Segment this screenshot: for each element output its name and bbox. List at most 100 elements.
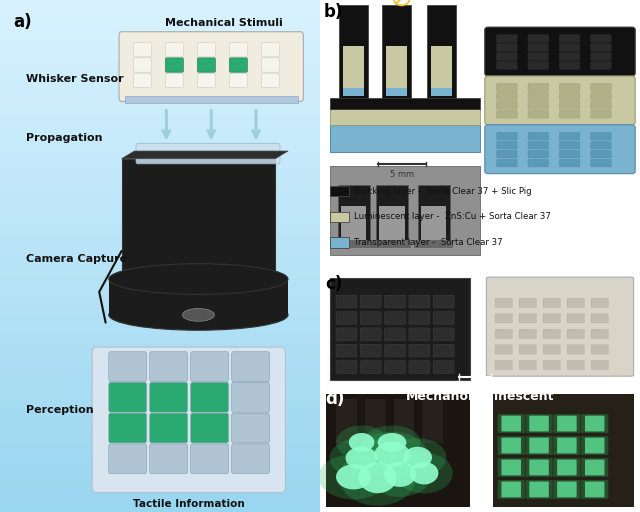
Text: d): d) xyxy=(325,390,344,409)
FancyBboxPatch shape xyxy=(591,61,611,69)
Bar xyxy=(330,125,480,152)
FancyBboxPatch shape xyxy=(528,159,548,167)
FancyBboxPatch shape xyxy=(559,44,580,51)
Bar xyxy=(326,394,470,507)
FancyBboxPatch shape xyxy=(559,53,580,60)
FancyBboxPatch shape xyxy=(591,159,611,167)
Text: Blocking layer -  Sorta Clear 37 + Slic Pig: Blocking layer - Sorta Clear 37 + Slic P… xyxy=(354,186,531,196)
FancyBboxPatch shape xyxy=(336,344,357,357)
FancyBboxPatch shape xyxy=(528,61,548,69)
FancyBboxPatch shape xyxy=(197,73,215,88)
FancyBboxPatch shape xyxy=(497,111,517,118)
Bar xyxy=(334,240,372,248)
FancyBboxPatch shape xyxy=(230,73,248,88)
Bar xyxy=(421,206,447,242)
FancyBboxPatch shape xyxy=(502,438,521,454)
Bar xyxy=(493,394,634,507)
FancyBboxPatch shape xyxy=(495,298,513,307)
FancyBboxPatch shape xyxy=(385,360,406,373)
FancyBboxPatch shape xyxy=(232,444,269,474)
FancyBboxPatch shape xyxy=(495,314,513,323)
FancyBboxPatch shape xyxy=(134,58,151,72)
FancyBboxPatch shape xyxy=(528,133,548,140)
FancyBboxPatch shape xyxy=(585,416,605,432)
FancyBboxPatch shape xyxy=(528,141,548,149)
FancyBboxPatch shape xyxy=(497,133,517,140)
FancyBboxPatch shape xyxy=(567,298,584,307)
FancyBboxPatch shape xyxy=(559,159,580,167)
Bar xyxy=(330,211,349,222)
FancyBboxPatch shape xyxy=(502,460,521,475)
FancyBboxPatch shape xyxy=(360,344,381,357)
Ellipse shape xyxy=(182,308,214,322)
FancyBboxPatch shape xyxy=(543,345,561,354)
Bar xyxy=(394,399,415,443)
Bar xyxy=(343,46,364,92)
FancyBboxPatch shape xyxy=(385,295,406,308)
FancyBboxPatch shape xyxy=(262,58,280,72)
FancyBboxPatch shape xyxy=(567,360,584,370)
FancyBboxPatch shape xyxy=(136,143,280,164)
FancyBboxPatch shape xyxy=(591,329,609,338)
Bar xyxy=(341,206,367,242)
Bar xyxy=(418,184,450,244)
FancyBboxPatch shape xyxy=(528,35,548,42)
FancyBboxPatch shape xyxy=(591,53,611,60)
FancyBboxPatch shape xyxy=(567,314,584,323)
FancyBboxPatch shape xyxy=(525,458,553,477)
Ellipse shape xyxy=(368,452,432,497)
Polygon shape xyxy=(122,151,288,159)
FancyBboxPatch shape xyxy=(528,44,548,51)
FancyBboxPatch shape xyxy=(591,133,611,140)
Bar xyxy=(330,279,470,380)
FancyBboxPatch shape xyxy=(581,480,608,499)
Text: b): b) xyxy=(323,3,342,20)
FancyBboxPatch shape xyxy=(232,382,269,412)
FancyBboxPatch shape xyxy=(581,458,608,477)
Bar xyxy=(431,88,452,96)
Bar xyxy=(376,184,408,244)
FancyBboxPatch shape xyxy=(109,413,147,443)
FancyBboxPatch shape xyxy=(559,83,580,91)
FancyBboxPatch shape xyxy=(553,414,580,433)
FancyBboxPatch shape xyxy=(525,414,553,433)
FancyBboxPatch shape xyxy=(433,328,454,340)
Bar xyxy=(415,240,453,248)
FancyBboxPatch shape xyxy=(409,360,430,373)
Bar xyxy=(330,98,480,109)
FancyBboxPatch shape xyxy=(232,352,269,381)
FancyBboxPatch shape xyxy=(553,458,580,477)
Text: c): c) xyxy=(325,275,342,293)
FancyBboxPatch shape xyxy=(591,111,611,118)
FancyBboxPatch shape xyxy=(591,298,609,307)
Text: Luminescent layer -  ZnS:Cu + Sorta Clear 37: Luminescent layer - ZnS:Cu + Sorta Clear… xyxy=(354,212,550,221)
Bar xyxy=(338,184,370,244)
FancyBboxPatch shape xyxy=(528,151,548,158)
FancyBboxPatch shape xyxy=(433,344,454,357)
FancyBboxPatch shape xyxy=(165,42,184,57)
FancyBboxPatch shape xyxy=(191,413,228,443)
FancyBboxPatch shape xyxy=(109,352,147,381)
FancyBboxPatch shape xyxy=(497,53,517,60)
FancyBboxPatch shape xyxy=(502,416,521,432)
FancyBboxPatch shape xyxy=(119,32,303,101)
Bar xyxy=(387,46,408,92)
Ellipse shape xyxy=(339,450,416,506)
FancyBboxPatch shape xyxy=(559,61,580,69)
FancyBboxPatch shape xyxy=(336,312,357,324)
FancyBboxPatch shape xyxy=(191,382,228,412)
FancyBboxPatch shape xyxy=(150,352,188,381)
FancyBboxPatch shape xyxy=(591,44,611,51)
FancyBboxPatch shape xyxy=(557,460,577,475)
FancyBboxPatch shape xyxy=(497,44,517,51)
FancyBboxPatch shape xyxy=(197,42,215,57)
FancyBboxPatch shape xyxy=(529,481,548,497)
Text: Transparent layer -  Sorta Clear 37: Transparent layer - Sorta Clear 37 xyxy=(354,238,502,247)
Bar xyxy=(122,159,275,271)
FancyBboxPatch shape xyxy=(360,312,381,324)
FancyBboxPatch shape xyxy=(486,277,634,376)
FancyBboxPatch shape xyxy=(585,481,605,497)
Bar xyxy=(383,6,412,98)
Bar xyxy=(379,206,405,242)
FancyBboxPatch shape xyxy=(92,347,285,493)
